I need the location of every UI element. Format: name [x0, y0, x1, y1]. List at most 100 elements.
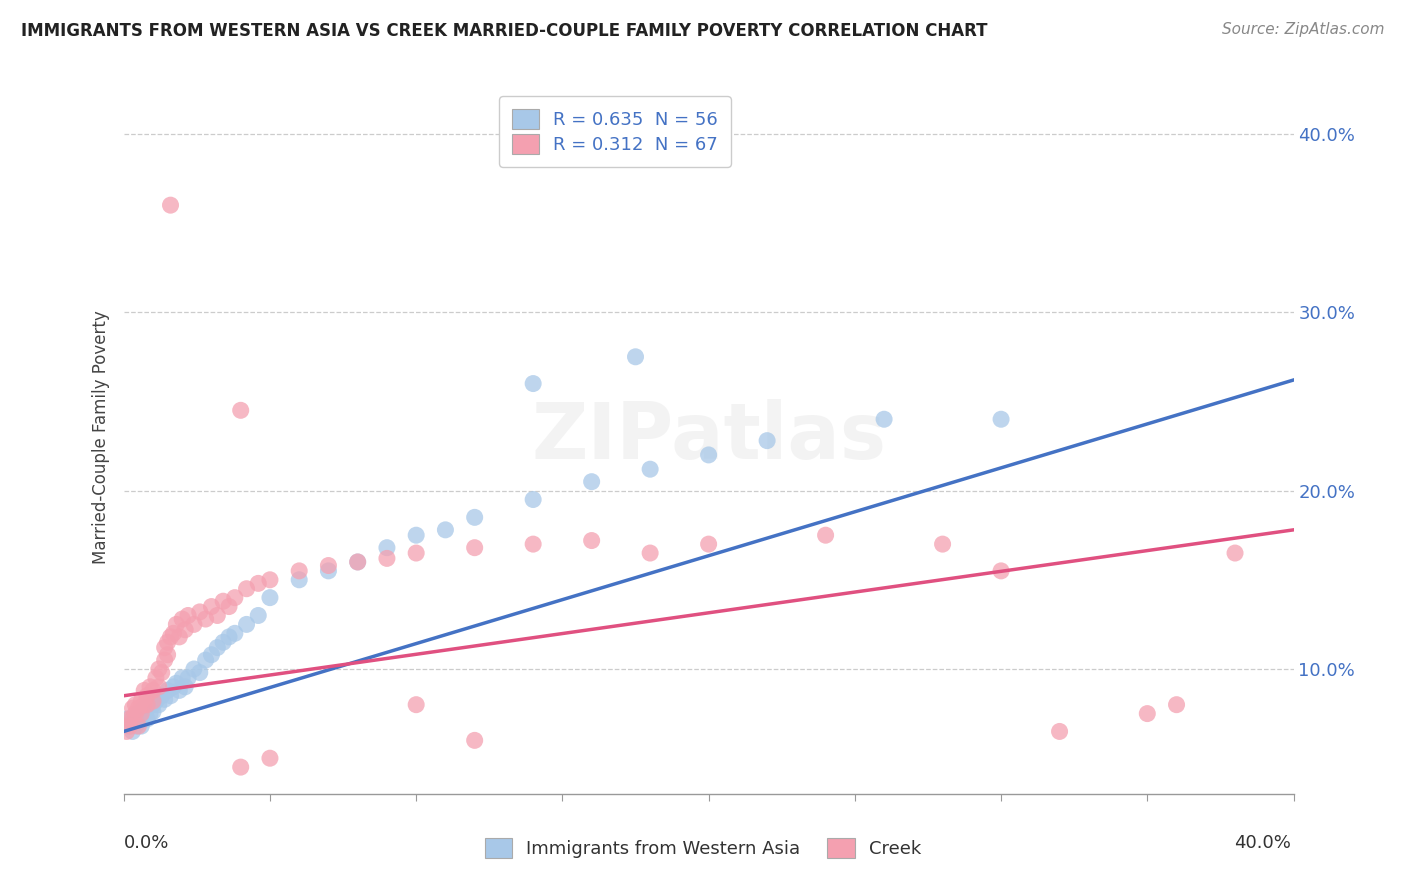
Point — [194, 653, 217, 667]
Point — [169, 683, 191, 698]
Point — [121, 712, 143, 726]
Point — [134, 698, 156, 712]
Point — [229, 403, 252, 417]
Point — [118, 719, 141, 733]
Point — [235, 582, 257, 596]
Point — [318, 558, 340, 573]
Point — [139, 680, 162, 694]
Point — [288, 564, 311, 578]
Point — [183, 617, 205, 632]
Point — [150, 665, 173, 680]
Point — [259, 573, 281, 587]
Point — [136, 712, 159, 726]
Point — [188, 665, 211, 680]
Point — [159, 689, 181, 703]
Point — [1136, 706, 1159, 721]
Point — [127, 701, 149, 715]
Point — [134, 706, 156, 721]
Point — [207, 608, 229, 623]
Point — [115, 712, 138, 726]
Point — [218, 599, 240, 614]
Point — [121, 701, 143, 715]
Point — [121, 724, 143, 739]
Point — [522, 492, 544, 507]
Point — [259, 751, 281, 765]
Point — [464, 510, 486, 524]
Point — [172, 671, 194, 685]
Point — [405, 528, 427, 542]
Y-axis label: Married-Couple Family Poverty: Married-Couple Family Poverty — [91, 310, 110, 564]
Point — [207, 640, 229, 655]
Point — [697, 537, 720, 551]
Point — [464, 541, 486, 555]
Point — [136, 689, 159, 703]
Point — [142, 694, 165, 708]
Point — [165, 676, 187, 690]
Point — [1223, 546, 1246, 560]
Point — [931, 537, 953, 551]
Point — [990, 412, 1012, 426]
Point — [212, 635, 235, 649]
Point — [624, 350, 647, 364]
Point — [129, 719, 152, 733]
Point — [162, 680, 184, 694]
Legend: Immigrants from Western Asia, Creek: Immigrants from Western Asia, Creek — [478, 830, 928, 865]
Point — [188, 605, 211, 619]
Point — [346, 555, 368, 569]
Point — [121, 715, 143, 730]
Point — [145, 694, 167, 708]
Point — [115, 724, 138, 739]
Point — [873, 412, 896, 426]
Point — [162, 626, 184, 640]
Point — [124, 719, 146, 733]
Point — [200, 599, 222, 614]
Point — [142, 698, 165, 712]
Point — [159, 630, 181, 644]
Point — [434, 523, 457, 537]
Point — [697, 448, 720, 462]
Point — [177, 608, 200, 623]
Point — [129, 706, 152, 721]
Point — [522, 376, 544, 391]
Point — [150, 689, 173, 703]
Point — [405, 546, 427, 560]
Point — [218, 630, 240, 644]
Point — [990, 564, 1012, 578]
Point — [212, 594, 235, 608]
Point — [136, 701, 159, 715]
Point — [638, 546, 661, 560]
Text: 40.0%: 40.0% — [1234, 834, 1291, 852]
Point — [142, 705, 165, 719]
Point — [174, 680, 197, 694]
Text: 0.0%: 0.0% — [124, 834, 169, 852]
Point — [814, 528, 837, 542]
Point — [194, 612, 217, 626]
Point — [1049, 724, 1071, 739]
Point — [581, 533, 603, 548]
Point — [1166, 698, 1188, 712]
Point — [156, 648, 179, 662]
Point — [148, 680, 170, 694]
Point — [134, 683, 156, 698]
Text: IMMIGRANTS FROM WESTERN ASIA VS CREEK MARRIED-COUPLE FAMILY POVERTY CORRELATION : IMMIGRANTS FROM WESTERN ASIA VS CREEK MA… — [21, 22, 987, 40]
Point — [118, 719, 141, 733]
Point — [200, 648, 222, 662]
Point — [127, 706, 149, 721]
Point — [375, 551, 398, 566]
Point — [124, 712, 146, 726]
Point — [148, 662, 170, 676]
Point — [259, 591, 281, 605]
Point — [145, 671, 167, 685]
Point — [224, 626, 246, 640]
Point — [159, 198, 181, 212]
Point — [124, 706, 146, 721]
Point — [127, 715, 149, 730]
Point — [153, 640, 176, 655]
Point — [318, 564, 340, 578]
Point — [405, 698, 427, 712]
Point — [129, 694, 152, 708]
Point — [169, 630, 191, 644]
Point — [247, 608, 270, 623]
Point — [756, 434, 779, 448]
Point — [464, 733, 486, 747]
